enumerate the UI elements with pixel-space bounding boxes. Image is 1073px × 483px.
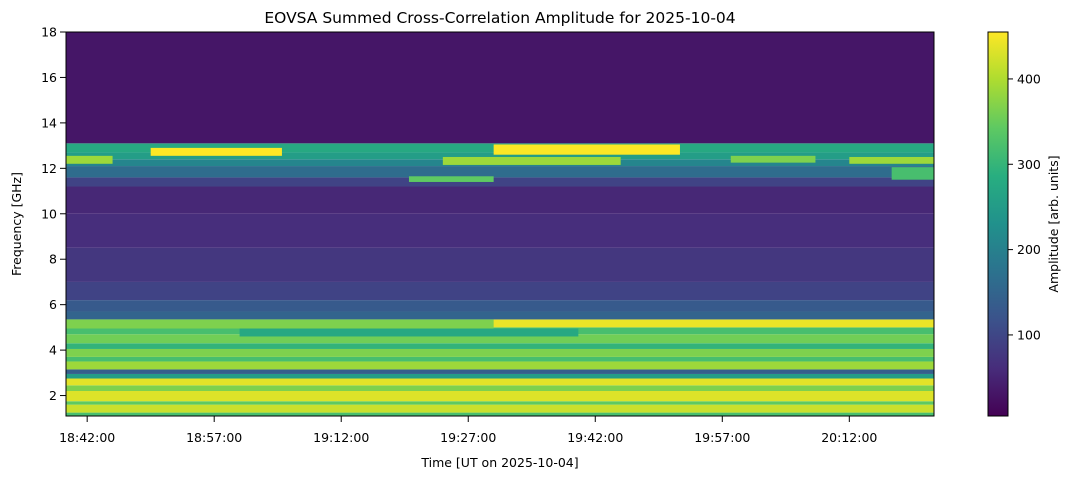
chart-title: EOVSA Summed Cross-Correlation Amplitude… bbox=[264, 9, 735, 27]
colorbar-ticks: 100 200 300 400 bbox=[1008, 71, 1041, 342]
y-tick-label: 16 bbox=[41, 70, 57, 85]
emission-feature bbox=[66, 319, 494, 329]
x-tick-label: 19:42:00 bbox=[567, 430, 623, 445]
emission-feature bbox=[239, 328, 579, 337]
plot-frame bbox=[65, 31, 935, 417]
spectrogram-image bbox=[66, 32, 934, 416]
x-tick-label: 20:12:00 bbox=[821, 430, 877, 445]
frequency-band bbox=[66, 369, 934, 374]
y-tick-label: 10 bbox=[41, 206, 57, 221]
emission-feature bbox=[408, 176, 494, 182]
frequency-band bbox=[66, 412, 934, 416]
frequency-band bbox=[66, 334, 934, 344]
y-tick-label: 14 bbox=[41, 115, 57, 130]
frequency-band bbox=[66, 177, 934, 187]
y-tick-label: 6 bbox=[49, 297, 57, 312]
frequency-band bbox=[66, 247, 934, 282]
emission-feature bbox=[66, 155, 113, 164]
frequency-band bbox=[66, 166, 934, 178]
frequency-band bbox=[66, 361, 934, 370]
y-tick-label: 18 bbox=[41, 25, 57, 40]
frequency-band bbox=[66, 300, 934, 312]
frequency-band bbox=[66, 378, 934, 386]
colorbar-label: Amplitude [arb. units] bbox=[1046, 155, 1061, 292]
frequency-band bbox=[66, 356, 934, 362]
frequency-band bbox=[66, 186, 934, 214]
x-tick-label: 19:57:00 bbox=[694, 430, 750, 445]
y-axis: 2 4 6 8 10 12 14 16 18 bbox=[41, 25, 66, 403]
colorbar-tick-label: 100 bbox=[1017, 327, 1041, 342]
emission-feature bbox=[493, 144, 680, 155]
x-tick-label: 19:12:00 bbox=[313, 430, 369, 445]
x-tick-label: 18:57:00 bbox=[186, 430, 242, 445]
emission-feature bbox=[150, 147, 282, 156]
frequency-band bbox=[66, 348, 934, 357]
colorbar-tick-label: 400 bbox=[1017, 71, 1041, 86]
x-axis: 18:42:00 18:57:00 19:12:00 19:27:00 19:42:00… bbox=[59, 416, 877, 445]
frequency-band bbox=[66, 311, 934, 320]
y-tick-label: 4 bbox=[49, 343, 57, 358]
frequency-band bbox=[66, 152, 934, 160]
emission-feature bbox=[849, 156, 934, 164]
frequency-band bbox=[66, 319, 934, 328]
emission-feature bbox=[442, 156, 621, 165]
colorbar-tick-label: 200 bbox=[1017, 242, 1041, 257]
y-axis-label: Frequency [GHz] bbox=[9, 172, 24, 276]
frequency-band bbox=[66, 343, 934, 349]
emission-feature bbox=[730, 155, 816, 163]
frequency-band bbox=[66, 404, 934, 413]
x-tick-label: 18:42:00 bbox=[59, 430, 115, 445]
colorbar: 100 200 300 400 Amplitude [arb. units] bbox=[987, 31, 1061, 417]
frequency-band bbox=[66, 385, 934, 392]
frequency-band bbox=[66, 391, 934, 402]
frequency-band bbox=[66, 213, 934, 248]
spectrogram-plot bbox=[65, 31, 935, 417]
x-tick-label: 19:27:00 bbox=[440, 430, 496, 445]
colorbar-gradient bbox=[987, 31, 1009, 417]
colorbar-tick-label: 300 bbox=[1017, 157, 1041, 172]
frequency-band bbox=[66, 281, 934, 301]
frequency-band bbox=[66, 401, 934, 405]
y-tick-label: 2 bbox=[49, 388, 57, 403]
emission-feature bbox=[891, 167, 934, 180]
y-tick-label: 12 bbox=[41, 161, 57, 176]
y-tick-label: 8 bbox=[49, 252, 57, 267]
frequency-band bbox=[66, 32, 934, 144]
x-axis-label: Time [UT on 2025-10-04] bbox=[420, 455, 578, 470]
frequency-band bbox=[66, 373, 934, 379]
